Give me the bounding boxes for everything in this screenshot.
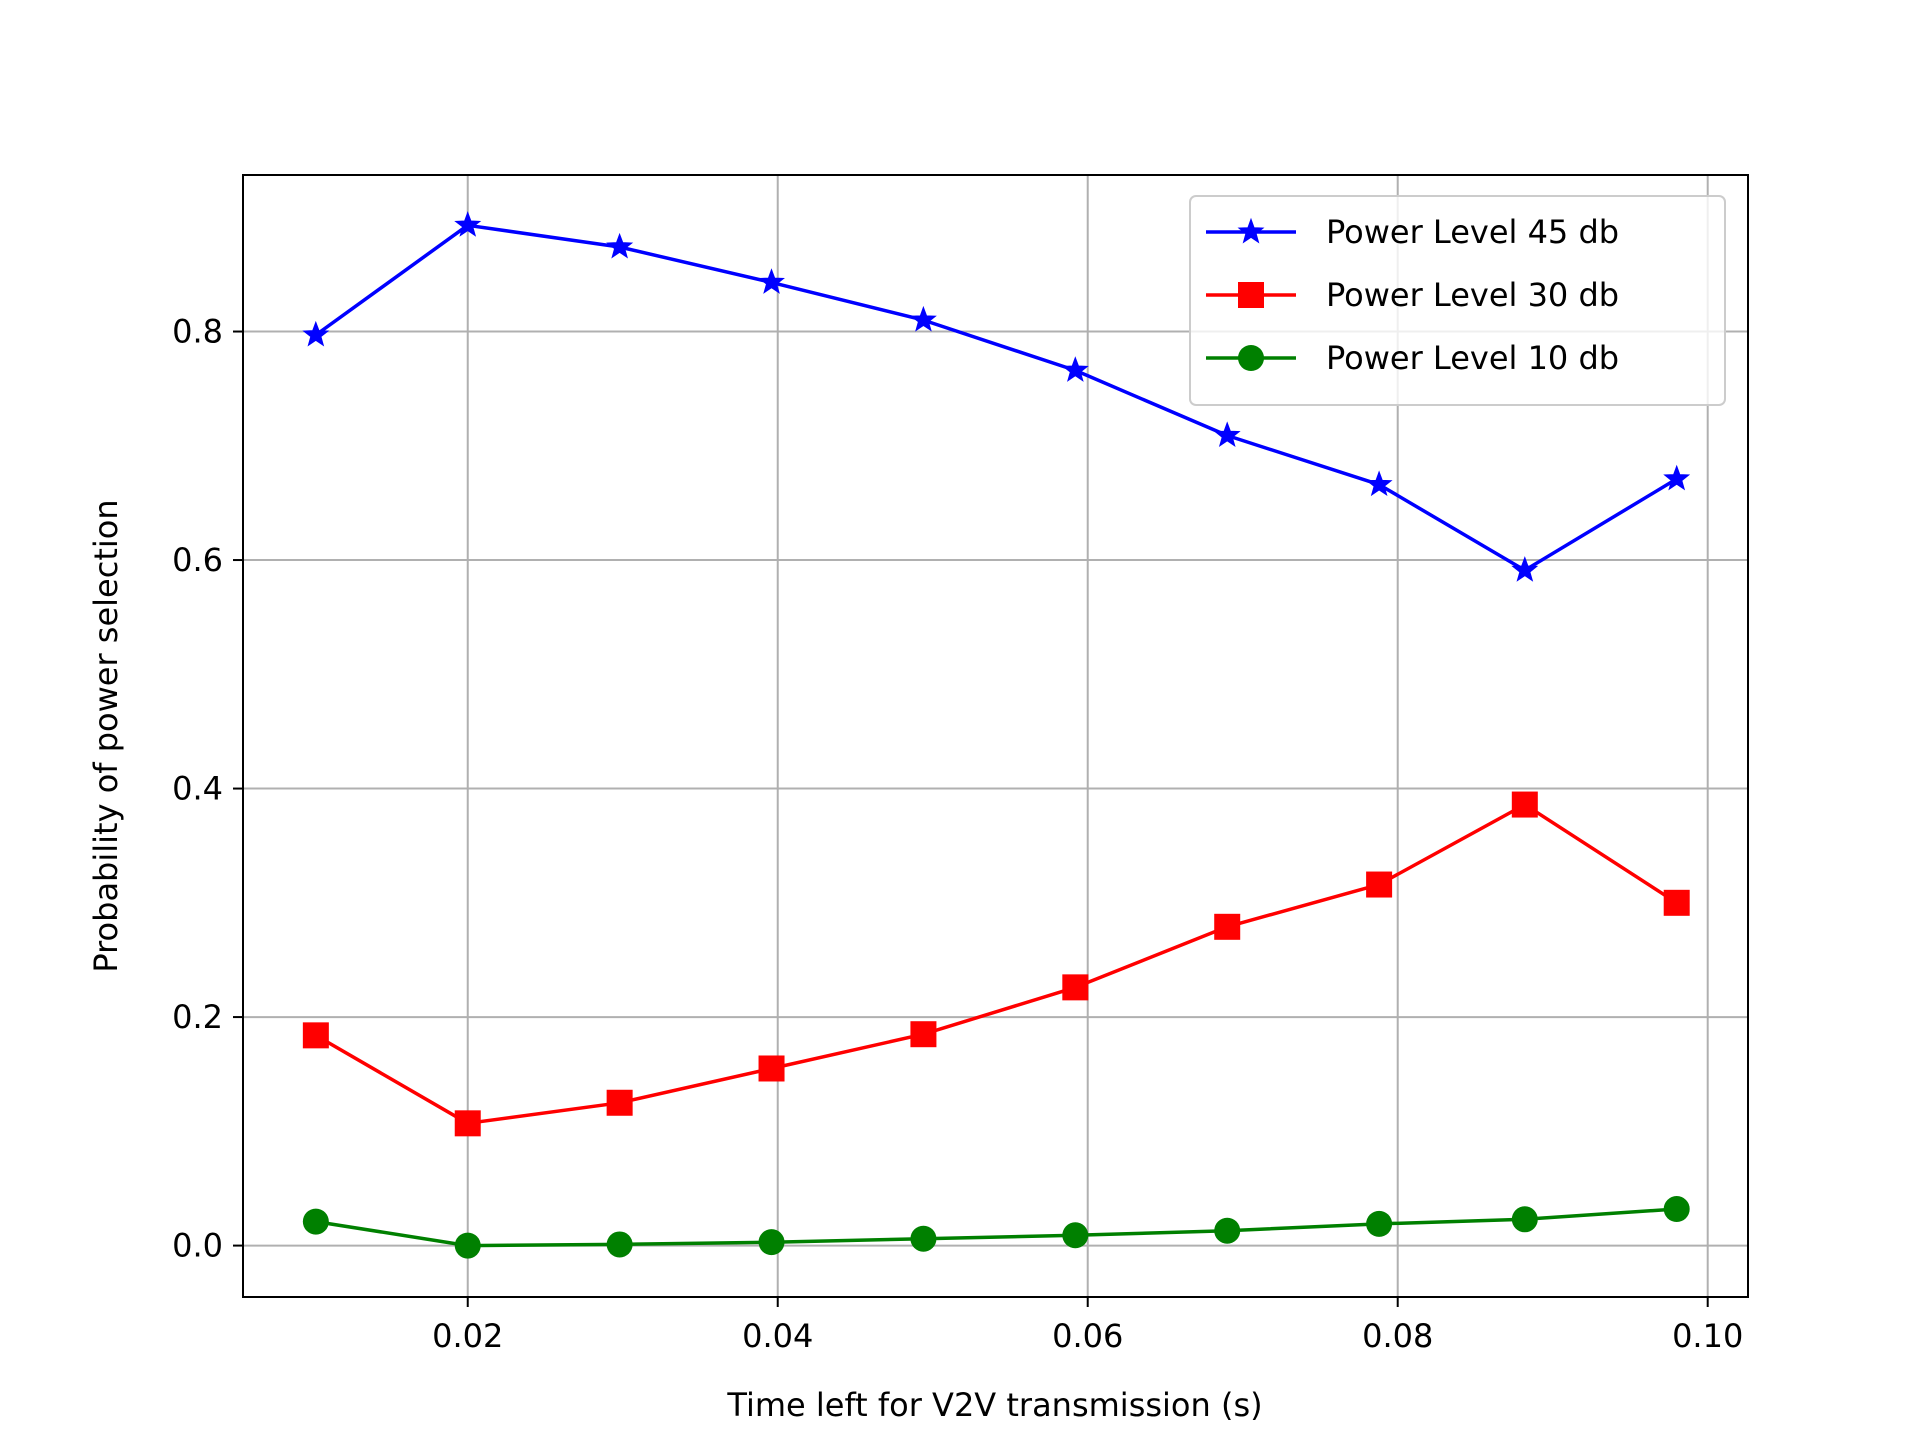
legend-label: Power Level 10 db	[1326, 339, 1619, 377]
legend-marker-circle	[1238, 345, 1264, 371]
data-point-square	[606, 1089, 633, 1116]
data-point-square	[758, 1055, 785, 1082]
y-tick-label: 0.6	[172, 541, 223, 579]
legend-item: Power Level 10 db	[1206, 339, 1619, 377]
data-point-star	[909, 305, 937, 332]
data-point-circle	[1663, 1196, 1690, 1223]
x-axis-label: Time left for V2V transmission (s)	[726, 1386, 1262, 1424]
legend-label: Power Level 45 db	[1326, 213, 1619, 251]
x-tick-label: 0.08	[1362, 1317, 1433, 1355]
data-point-star	[454, 211, 482, 237]
data-point-circle	[758, 1229, 785, 1256]
y-tick-label: 0.8	[172, 313, 223, 351]
data-point-square	[1214, 913, 1241, 940]
legend-label: Power Level 30 db	[1326, 276, 1619, 314]
data-point-square	[910, 1021, 937, 1048]
data-point-circle	[1062, 1222, 1089, 1249]
y-tick-label: 0.0	[172, 1227, 223, 1265]
series-line	[315, 1207, 1677, 1248]
y-tick-label: 0.2	[172, 998, 223, 1036]
data-point-circle	[1366, 1210, 1393, 1237]
data-point-circle	[606, 1231, 633, 1258]
x-tick-label: 0.02	[432, 1317, 503, 1355]
series-2	[302, 791, 1690, 1137]
data-point-circle	[910, 1225, 937, 1252]
data-point-star	[1663, 464, 1691, 491]
data-point-circle	[1214, 1217, 1241, 1244]
legend-marker-square	[1238, 282, 1264, 308]
data-point-star	[1213, 421, 1241, 447]
x-tick-label: 0.10	[1672, 1317, 1743, 1355]
series-line	[314, 802, 1678, 1126]
x-tick-label: 0.06	[1052, 1317, 1123, 1355]
data-point-square	[1663, 889, 1690, 916]
legend-item: Power Level 45 db	[1206, 213, 1619, 251]
legend: Power Level 45 db Power Level 30 db Power …	[1189, 195, 1726, 406]
data-point-square	[1511, 791, 1538, 818]
data-point-circle	[454, 1232, 481, 1259]
data-point-star	[1365, 470, 1393, 497]
data-point-square	[1062, 974, 1089, 1001]
axis-ticks: 0.02 0.04 0.06 0.08 0.10 0.0 0.2 0.4 0.6 0.8	[172, 313, 1743, 1355]
data-point-square	[454, 1110, 481, 1137]
series-3	[302, 1196, 1690, 1259]
plot-series	[302, 211, 1691, 1259]
y-tick-label: 0.4	[172, 770, 223, 808]
series-line	[314, 223, 1678, 573]
data-point-star	[302, 320, 330, 347]
data-point-star	[606, 232, 634, 259]
legend-box	[1189, 195, 1726, 406]
data-point-circle	[302, 1208, 329, 1235]
legend-item: Power Level 30 db	[1206, 276, 1619, 314]
data-point-star	[758, 268, 785, 294]
y-axis-label: Probability of power selection	[87, 499, 125, 972]
plot-frame	[242, 174, 1749, 1298]
legend-marker-star	[1237, 217, 1265, 244]
x-tick-label: 0.04	[742, 1317, 813, 1355]
data-point-square	[1366, 871, 1393, 898]
series-1	[302, 211, 1691, 582]
data-point-star	[1511, 556, 1539, 582]
data-point-star	[1061, 356, 1089, 382]
data-point-circle	[1511, 1206, 1538, 1233]
data-point-square	[302, 1022, 329, 1049]
